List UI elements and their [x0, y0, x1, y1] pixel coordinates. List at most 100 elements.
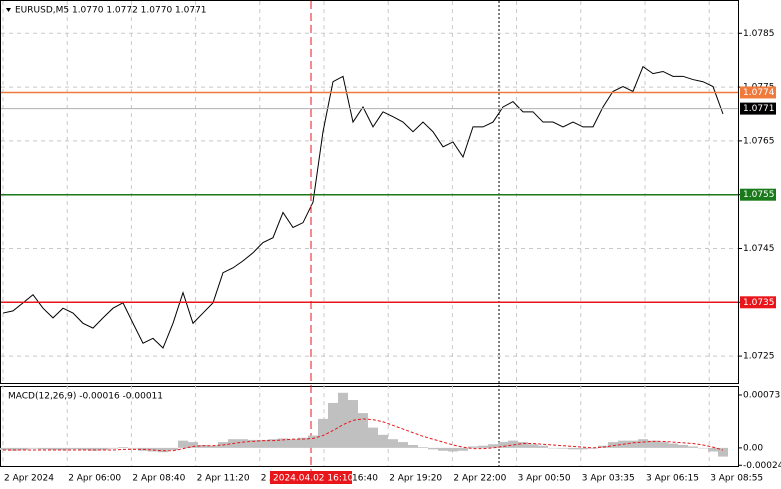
signal-line — [3, 418, 724, 452]
macd-bar — [48, 447, 58, 451]
y-tick-label: 1.0725 — [743, 352, 775, 362]
macd-bar — [708, 447, 718, 452]
macd-bar — [608, 442, 618, 448]
y-tick-label: 1.0745 — [743, 244, 775, 254]
level-label-box — [740, 86, 776, 99]
macd-bar — [328, 402, 338, 448]
macd-bar — [398, 442, 408, 448]
macd-bar — [468, 446, 478, 448]
x-tick-label: 3 Apr 06:15 — [646, 474, 699, 484]
x-tick-label: 2 Apr 06:00 — [68, 474, 121, 484]
macd-bar — [378, 434, 388, 448]
macd-bar — [508, 440, 518, 448]
level-label: 1.0735 — [743, 298, 775, 308]
macd-bar — [558, 447, 568, 449]
x-tick-label: 3 Apr 00:50 — [518, 474, 571, 484]
macd-bar — [278, 438, 288, 448]
macd-bar — [108, 447, 118, 449]
level-label-box — [740, 296, 776, 309]
chart-title: EURUSD,M5 1.0770 1.0772 1.0770 1.0771 — [15, 6, 207, 16]
macd-bar — [348, 400, 358, 448]
x-tick-label: 2 Apr 22:00 — [453, 474, 506, 484]
macd-bar — [418, 447, 428, 448]
macd-bar — [688, 446, 698, 448]
x-tick-label: 2 Apr 2024 — [4, 474, 54, 484]
macd-bar — [208, 445, 218, 448]
macd-bar — [0, 447, 8, 451]
macd-bar — [718, 447, 728, 457]
macd-bar — [38, 447, 48, 450]
level-label: 1.0755 — [743, 190, 775, 200]
macd-bar — [488, 444, 498, 448]
macd-bar — [158, 447, 168, 453]
level-label: 1.0774 — [743, 88, 775, 98]
y-tick-label: 0.00 — [743, 443, 763, 453]
macd-bar — [258, 439, 268, 448]
macd-bar — [478, 445, 488, 448]
macd-bar — [458, 447, 468, 451]
macd-bar — [268, 439, 278, 448]
macd-bar — [568, 447, 578, 450]
x-tick-label: 2 Apr 08:40 — [132, 474, 185, 484]
macd-bar — [658, 442, 668, 448]
macd-bar — [698, 447, 708, 449]
macd-bar — [98, 447, 108, 451]
macd-bar — [408, 444, 418, 448]
macd-bar — [518, 442, 528, 448]
macd-bar — [8, 447, 18, 451]
macd-bar — [498, 442, 508, 448]
macd-bar — [668, 443, 678, 448]
macd-bar — [358, 413, 368, 448]
level-label-box — [740, 102, 776, 115]
y-tick-label: 1.0785 — [743, 29, 775, 39]
crosshair-label-box — [270, 471, 352, 484]
macd-bar — [58, 447, 68, 451]
crosshair-label: 2024.04.02 16:10 — [273, 474, 354, 484]
macd-bar — [438, 447, 448, 451]
macd-bar — [298, 437, 308, 448]
macd-bar — [318, 418, 328, 448]
x-tick-label: 3 Apr 03:35 — [582, 474, 635, 484]
macd-panel — [0, 386, 739, 467]
macd-bar — [68, 447, 78, 450]
macd-bar — [168, 447, 178, 451]
macd-bar — [628, 440, 638, 448]
macd-bar — [638, 439, 648, 448]
y-tick-label: 1.0765 — [743, 136, 775, 146]
macd-bar — [548, 447, 558, 449]
macd-bar — [178, 440, 188, 448]
macd-bar — [528, 444, 538, 448]
macd-bar — [288, 439, 298, 448]
macd-bar — [448, 447, 458, 452]
macd-bar — [78, 447, 88, 451]
y-tick-label: 0.00073 — [743, 390, 780, 400]
macd-bar — [428, 447, 438, 450]
macd-bar — [678, 444, 688, 448]
macd-bar — [198, 444, 208, 448]
x-tick-label: 2 Apr 19:20 — [389, 474, 442, 484]
macd-bar — [88, 447, 98, 451]
macd-bar — [188, 442, 198, 448]
macd-bar — [338, 392, 348, 448]
y-tick-label: -0.00024 — [743, 461, 781, 471]
level-label-box — [740, 188, 776, 201]
macd-bar — [388, 439, 398, 448]
x-tick-label: 3 Apr 08:55 — [710, 474, 763, 484]
macd-bar — [118, 447, 128, 448]
macd-bar — [578, 447, 588, 450]
macd-bar — [368, 427, 378, 448]
macd-bar — [308, 435, 318, 448]
macd-bar — [128, 447, 138, 449]
macd-bar — [538, 445, 548, 448]
title-arrow — [6, 8, 11, 12]
macd-bar — [28, 447, 38, 449]
indicator-title: MACD(12,26,9) -0.00016 -0.00011 — [8, 392, 163, 402]
macd-bar — [248, 439, 258, 448]
price-panel — [0, 0, 739, 384]
level-label: 1.0771 — [743, 104, 775, 114]
x-tick-label: 2 Apr 11:20 — [197, 474, 250, 484]
macd-bar — [648, 440, 658, 448]
macd-bar — [238, 439, 248, 448]
macd-bar — [18, 447, 28, 451]
